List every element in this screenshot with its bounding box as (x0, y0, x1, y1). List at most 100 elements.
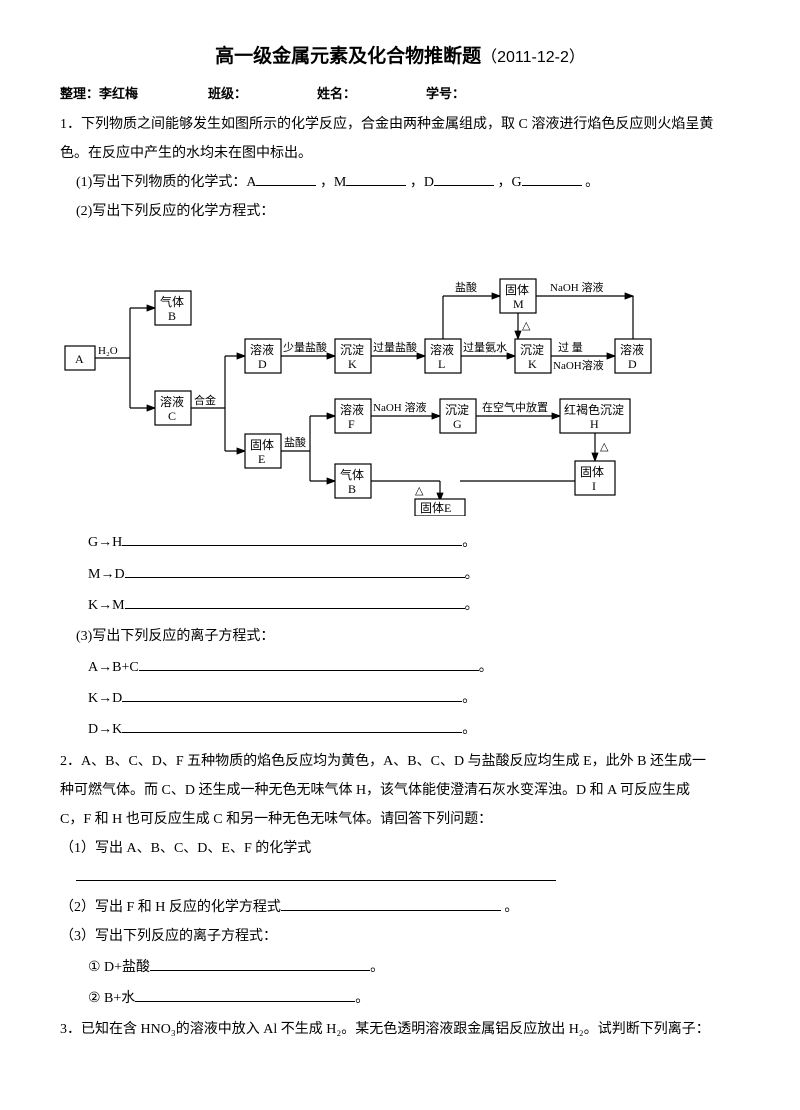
ans-gh: G→H。 (88, 530, 740, 555)
node-redh: 红褐色沉淀 (564, 402, 624, 417)
lbl-gh: G→H (88, 535, 122, 550)
lbl-excesshcl: 过量盐酸 (373, 340, 417, 354)
q1p1d: ，G (498, 175, 522, 190)
lbl-naoh3: NaOH 溶液 (373, 400, 426, 414)
lbl-delta1: △ (522, 320, 531, 332)
q1p1e: 。 (585, 175, 599, 190)
ans-md: M→D。 (88, 562, 740, 587)
q1-part3: (3)写出下列反应的离子方程式： (76, 624, 740, 649)
q2-stem1: 2．A、B、C、D、F 五种物质的焰色反应均为黄色，A、B、C、D 与盐酸反应均… (60, 749, 740, 774)
q2-p3: （3）写出下列反应的离子方程式： (60, 924, 740, 949)
lbl-air: 在空气中放置 (482, 400, 548, 414)
q3: 3．已知在含 HNO₃的溶液中放入 Al 不生成 H₂。某无色透明溶液跟金属铝反… (60, 1017, 740, 1042)
q1p1c: ，D (410, 175, 434, 190)
node-solidi: 固体 (580, 465, 604, 479)
blank-q2p2[interactable] (281, 896, 501, 911)
node-solidm: 固体 (505, 283, 529, 297)
lbl-h2o: H₂O (98, 345, 118, 357)
node-preg: 沉淀 (445, 403, 469, 417)
ans-dk: D→K。 (88, 717, 740, 742)
ans-km: K→M。 (88, 593, 740, 618)
blank-q2p1[interactable] (76, 866, 556, 881)
lbl-q2p3a: ① D+盐酸 (88, 960, 150, 975)
title-text: 高一级金属元素及化合物推断题 (215, 46, 481, 67)
editor: 整理：李红梅 (60, 82, 138, 105)
q2-p2: （2）写出 F 和 H 反应的化学方程式 。 (60, 895, 740, 920)
name-field: 姓名： (317, 82, 356, 105)
q1-part2: (2)写出下列反应的化学方程式： (76, 199, 740, 224)
lbl-delta3: △ (415, 485, 424, 497)
blank-d[interactable] (434, 171, 494, 186)
lbl-delta2: △ (600, 441, 609, 453)
lbl-md: M→D (88, 567, 125, 582)
blank-q2p3b[interactable] (135, 987, 355, 1002)
header-row: 整理：李红梅 班级： 姓名： 学号： (60, 82, 740, 105)
lbl-hcl2: 盐酸 (284, 435, 306, 449)
blank-dk[interactable] (122, 718, 462, 733)
node-e: E (258, 452, 265, 466)
lbl-kd: K→D (88, 691, 122, 706)
lbl-nh3: 过量氨水 (463, 341, 507, 354)
blank-a[interactable] (256, 171, 316, 186)
blank-km[interactable] (125, 594, 465, 609)
q2-stem2: 种可燃气体。而 C、D 还生成一种无色无味气体 H，该气体能使澄清石灰水变浑浊。… (60, 778, 740, 803)
q1-stem1: 1．下列物质之间能够发生如图所示的化学反应，合金由两种金属组成，取 C 溶液进行… (60, 112, 740, 137)
blank-abc[interactable] (139, 656, 479, 671)
node-a: A (75, 352, 84, 366)
q2-p3a: ① D+盐酸。 (88, 955, 740, 980)
node-solide: 固体 (250, 438, 274, 452)
flow-diagram: A H₂O 气体 B 溶液 C 合金 溶液 D 少量盐酸 沉淀 K 过量盐酸 溶… (60, 236, 740, 516)
node-gasb2: 气体 (340, 467, 364, 482)
ans-kd: K→D。 (88, 686, 740, 711)
q1-part1: (1)写出下列物质的化学式：A ，M ，D ，G 。 (76, 170, 740, 195)
lbl-littlehcl: 少量盐酸 (283, 340, 327, 354)
node-k2: K (528, 357, 537, 371)
q1p1a: (1)写出下列物质的化学式：A (76, 175, 256, 190)
title-date: （2011-12-2） (481, 49, 585, 66)
node-soll: 溶液 (430, 342, 454, 357)
node-d2: D (628, 357, 637, 371)
node-c: C (168, 409, 176, 423)
ans-abc: A→B+C。 (88, 655, 740, 680)
q2-stem3: C，F 和 H 也可反应生成 C 和另一种无色无味气体。请回答下列问题： (60, 807, 740, 832)
node-h: H (590, 417, 599, 431)
blank-md[interactable] (125, 563, 465, 578)
node-k: K (348, 357, 357, 371)
blank-gh[interactable] (122, 531, 462, 546)
q2-p1-blank (76, 865, 740, 890)
node-sold: 溶液 (250, 342, 274, 357)
blank-g[interactable] (522, 171, 582, 186)
node-solide2: 固体E (420, 501, 451, 515)
sid-field: 学号： (426, 82, 465, 105)
lbl-abc: A→B+C (88, 660, 139, 675)
lbl-naoh: NaOH溶液 (553, 358, 604, 372)
lbl-q2p2: （2）写出 F 和 H 反应的化学方程式 (60, 900, 281, 915)
q1-stem2: 色。在反应中产生的水均未在图中标出。 (60, 141, 740, 166)
q1p1b: ，M (320, 175, 346, 190)
node-solf: 溶液 (340, 402, 364, 417)
lbl-naoh2: NaOH 溶液 (550, 280, 603, 294)
node-l: L (438, 357, 445, 371)
node-f: F (348, 417, 355, 431)
blank-m[interactable] (346, 171, 406, 186)
node-b2: B (348, 482, 356, 496)
blank-kd[interactable] (122, 687, 462, 702)
q2-p3b: ② B+水。 (88, 986, 740, 1011)
lbl-q2p3b: ② B+水 (88, 991, 135, 1006)
lbl-excess: 过 量 (558, 341, 583, 354)
class-field: 班级： (208, 82, 247, 105)
blank-q2p3a[interactable] (150, 956, 370, 971)
node-solc: 溶液 (160, 394, 184, 409)
node-prek: 沉淀 (340, 343, 364, 357)
node-m: M (513, 297, 524, 311)
node-prek2: 沉淀 (520, 343, 544, 357)
lbl-km: K→M (88, 598, 125, 613)
q2-p1: （1）写出 A、B、C、D、E、F 的化学式 (60, 836, 740, 861)
node-b: B (168, 309, 176, 323)
node-i: I (592, 479, 596, 493)
node-gasb: 气体 (160, 294, 184, 309)
lbl-hcl: 盐酸 (455, 280, 477, 294)
node-sold2: 溶液 (620, 342, 644, 357)
page-title: 高一级金属元素及化合物推断题（2011-12-2） (60, 40, 740, 74)
lbl-dk: D→K (88, 722, 122, 737)
